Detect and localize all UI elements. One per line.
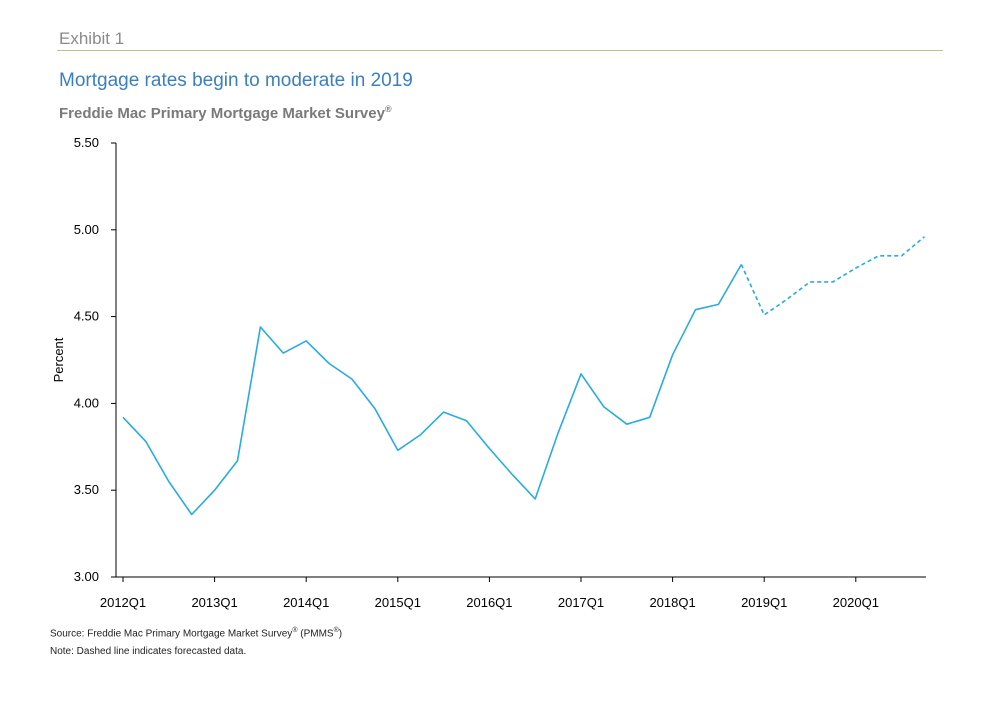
data-point [534, 498, 536, 500]
y-tick-label: 4.00 [74, 395, 99, 410]
exhibit-label: Exhibit 1 [59, 29, 125, 48]
data-point [809, 281, 811, 283]
y-tick-label: 4.50 [74, 309, 99, 324]
x-tick-label: 2012Q1 [100, 595, 146, 610]
data-point [649, 416, 651, 418]
forecast-series-line [740, 236, 926, 316]
chart-subtitle: Freddie Mac Primary Mortgage Market Surv… [59, 104, 392, 122]
y-axis-label: Percent [51, 337, 66, 382]
header-divider [57, 50, 943, 51]
x-tick-label: 2015Q1 [375, 595, 421, 610]
data-point [443, 411, 445, 413]
source-abbr-registered-mark: ® [333, 627, 339, 634]
data-point [466, 420, 468, 422]
subtitle-text: Freddie Mac Primary Mortgage Market Surv… [59, 105, 385, 122]
source-registered-mark: ® [292, 627, 298, 634]
x-tick-label: 2020Q1 [833, 595, 879, 610]
data-point [191, 514, 193, 516]
x-tick-label: 2013Q1 [191, 595, 237, 610]
data-point [717, 303, 719, 305]
forecast-note: Note: Dashed line indicates forecasted d… [50, 646, 247, 657]
data-point [351, 378, 353, 380]
data-point [740, 264, 742, 266]
data-point [695, 309, 697, 311]
data-point [168, 481, 170, 483]
data-point [282, 352, 284, 354]
x-tick-label: 2019Q1 [741, 595, 787, 610]
source-text: Source: Freddie Mac Primary Mortgage Mar… [50, 628, 293, 640]
data-point [901, 255, 903, 257]
data-point [214, 489, 216, 491]
data-point [237, 460, 239, 462]
x-tick-label: 2017Q1 [558, 595, 604, 610]
data-point [420, 434, 422, 436]
source-abbr-open: (PMMS [297, 628, 334, 640]
data-point [603, 406, 605, 408]
x-tick-label: 2014Q1 [283, 595, 329, 610]
data-point [672, 354, 674, 356]
data-point [786, 298, 788, 300]
actual-series-line [122, 264, 742, 516]
data-point [374, 408, 376, 410]
data-point [626, 423, 628, 425]
data-point [328, 362, 330, 364]
data-point [305, 340, 307, 342]
subtitle-registered-mark: ® [384, 104, 392, 114]
data-point [878, 255, 880, 257]
y-tick-label: 5.00 [74, 222, 99, 237]
y-tick-label: 5.50 [74, 135, 99, 150]
source-abbr-close: ) [338, 628, 343, 640]
data-point [832, 281, 834, 283]
data-point [397, 449, 399, 451]
data-point [580, 373, 582, 375]
data-point [511, 474, 513, 476]
data-point [259, 326, 261, 328]
chart-title: Mortgage rates begin to moderate in 2019 [59, 70, 413, 91]
data-point [763, 314, 765, 316]
data-point [855, 267, 857, 269]
data-point [488, 448, 490, 450]
data-point [924, 236, 926, 238]
data-point [557, 432, 559, 434]
source-note: Source: Freddie Mac Primary Mortgage Mar… [50, 627, 342, 639]
y-tick-label: 3.00 [74, 569, 99, 584]
y-tick-label: 3.50 [74, 482, 99, 497]
data-point [122, 416, 124, 418]
x-tick-label: 2018Q1 [649, 595, 695, 610]
chart-axes: 3.00 3.50 4.00 4.50 5.00 5.50 Percent 2012Q1 201… [51, 135, 926, 610]
x-tick-label: 2016Q1 [466, 595, 512, 610]
chart-series [122, 236, 926, 516]
data-point [145, 441, 147, 443]
